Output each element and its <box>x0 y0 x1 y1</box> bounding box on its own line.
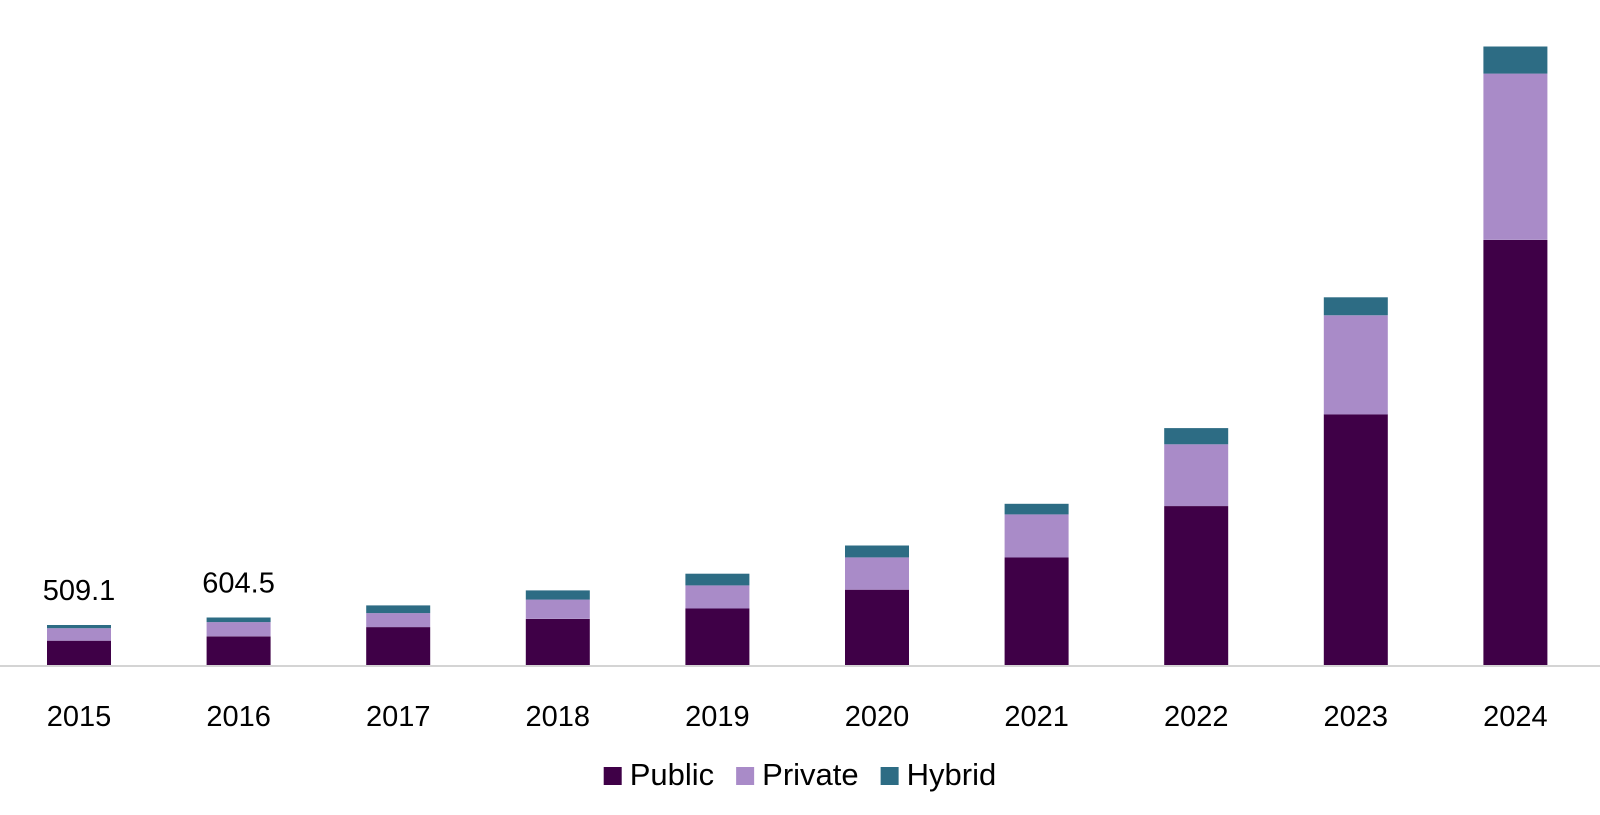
bar-segment-hybrid-2023 <box>1323 297 1388 316</box>
bar-segment-public-2020 <box>845 589 909 665</box>
legend-label-private: Private <box>762 757 858 792</box>
bar-segment-private-2023 <box>1323 315 1388 415</box>
bar-segment-private-2019 <box>685 585 750 609</box>
data-labels-layer: 509.1 604.5 <box>43 568 275 608</box>
bar-segment-private-2018 <box>525 599 590 619</box>
x-tick-label-2015: 2015 <box>47 701 112 733</box>
bar-segment-private-2021 <box>1004 514 1069 558</box>
x-tick-label-2017: 2017 <box>366 701 431 733</box>
x-tick-label-2021: 2021 <box>1004 701 1069 733</box>
data-label-2015: 509.1 <box>43 575 116 607</box>
legend-item-private: Private <box>736 757 859 792</box>
bar-segment-private-2020 <box>845 557 909 590</box>
legend: Public Private Hybrid <box>603 757 997 792</box>
legend-item-hybrid: Hybrid <box>880 757 997 792</box>
bar-segment-hybrid-2017 <box>366 605 431 614</box>
bar-segment-public-2015 <box>47 640 111 665</box>
legend-label-hybrid: Hybrid <box>907 757 997 792</box>
bar-segment-private-2016 <box>206 622 271 637</box>
bar-segment-public-2023 <box>1323 414 1388 665</box>
legend-swatch-private <box>736 767 755 785</box>
legend-label-public: Public <box>630 757 714 792</box>
bar-segment-public-2018 <box>525 618 590 665</box>
x-tick-label-2023: 2023 <box>1324 701 1389 733</box>
x-tick-label-2018: 2018 <box>526 701 591 733</box>
legend-swatch-public <box>603 767 622 785</box>
x-tick-label-2016: 2016 <box>206 701 271 733</box>
x-axis-tick-labels: 2015 2016 2017 2018 2019 2020 2021 2022 2023 2024 <box>47 701 1548 733</box>
x-tick-label-2019: 2019 <box>685 701 750 733</box>
bar-segment-hybrid-2019 <box>685 573 750 586</box>
bar-segment-hybrid-2021 <box>1004 503 1069 515</box>
bar-segment-public-2022 <box>1164 506 1229 665</box>
bar-segment-public-2017 <box>366 627 431 665</box>
legend-swatch-hybrid <box>880 767 899 785</box>
bar-segment-hybrid-2016 <box>206 617 271 623</box>
x-tick-label-2024: 2024 <box>1483 701 1548 733</box>
bar-segment-public-2016 <box>206 636 271 665</box>
data-label-2016: 604.5 <box>202 568 275 600</box>
x-tick-label-2022: 2022 <box>1164 701 1229 733</box>
bar-segment-private-2015 <box>47 628 111 641</box>
legend-item-public: Public <box>603 757 714 792</box>
bar-segment-hybrid-2018 <box>525 590 590 600</box>
bar-segment-private-2017 <box>366 613 431 628</box>
bar-segment-private-2022 <box>1164 444 1229 506</box>
bar-segment-public-2021 <box>1004 557 1069 665</box>
bar-segment-private-2024 <box>1483 73 1548 240</box>
bar-segment-public-2019 <box>685 608 750 665</box>
bar-segment-hybrid-2022 <box>1164 428 1229 445</box>
bar-segment-hybrid-2020 <box>845 545 909 558</box>
bar-segment-hybrid-2024 <box>1483 46 1548 74</box>
x-tick-label-2020: 2020 <box>845 701 910 733</box>
bar-segment-hybrid-2015 <box>47 625 111 629</box>
bars-layer <box>47 46 1548 665</box>
bar-segment-public-2024 <box>1483 239 1548 665</box>
